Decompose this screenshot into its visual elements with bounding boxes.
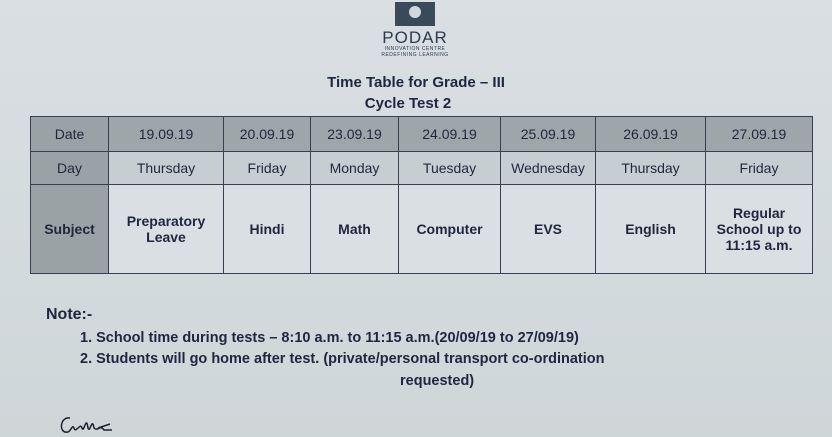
subject-cell: English [595,184,706,274]
tree-emblem-icon [395,2,435,26]
page-subtitle: Cycle Test 2 [364,95,452,112]
date-cell: 26.09.19 [595,116,706,152]
date-cell: 24.09.19 [398,116,501,152]
day-cell: Friday [223,151,311,185]
note-item: 1. School time during tests – 8:10 a.m. … [80,330,579,346]
subject-cell: Computer [398,184,501,274]
school-logo: PODAR INNOVATION CENTRE REDEFINING LEARN… [355,2,475,58]
subject-cell: Hindi [223,184,311,274]
signature [60,417,112,433]
day-cell: Tuesday [398,151,501,185]
page-title: Time Table for Grade – III [327,74,505,91]
date-cell: 20.09.19 [223,116,311,152]
day-cell: Thursday [108,151,224,185]
date-row: Date 19.09.19 20.09.19 23.09.19 24.09.19… [30,116,813,152]
date-cell: 23.09.19 [310,116,399,152]
notes-heading: Note:- [46,306,93,323]
day-row: Day Thursday Friday Monday Tuesday Wedne… [30,151,813,185]
logo-tagline: REDEFINING LEARNING [381,52,449,58]
subject-cell: Regular School up to 11:15 a.m. [705,184,813,274]
row-label: Day [30,151,109,185]
row-label: Subject [30,184,109,274]
subject-row: Subject Preparatory Leave Hindi Math Com… [30,184,813,274]
day-cell: Thursday [595,151,706,185]
date-cell: 27.09.19 [705,116,813,152]
note-continuation: requested) [400,373,475,389]
subject-cell: Preparatory Leave [108,184,224,274]
subject-cell: Math [310,184,399,274]
note-item: 2. Students will go home after test. (pr… [80,351,605,367]
subject-cell: EVS [500,184,596,274]
date-cell: 25.09.19 [500,116,596,152]
logo-subtitle: INNOVATION CENTRE [384,46,446,52]
day-cell: Friday [705,151,813,185]
row-label: Date [30,116,109,152]
date-cell: 19.09.19 [108,116,224,152]
day-cell: Monday [310,151,399,185]
logo-name: PODAR [382,28,448,47]
timetable: Date 19.09.19 20.09.19 23.09.19 24.09.19… [30,116,813,274]
day-cell: Wednesday [500,151,596,185]
